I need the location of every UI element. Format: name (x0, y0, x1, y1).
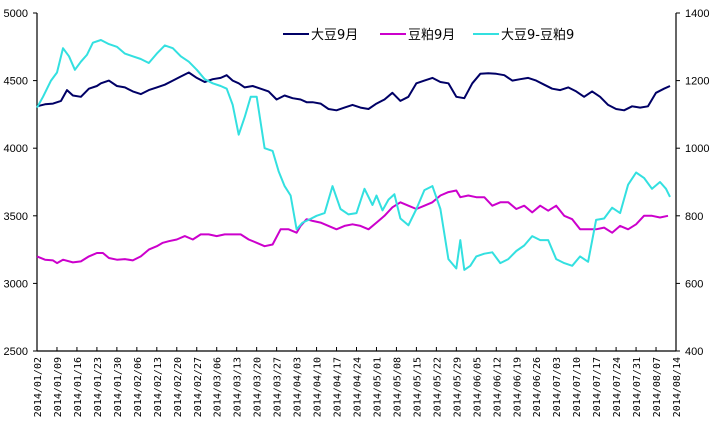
x-tick-label: 2014/06/12 (492, 357, 503, 417)
x-tick-label: 2014/07/31 (632, 357, 643, 417)
x-tick-label: 2014/01/30 (113, 357, 124, 417)
x-tick-label: 2014/04/03 (293, 357, 304, 417)
left-tick-label: 4500 (4, 76, 28, 88)
series-line-2 (36, 39, 671, 271)
left-tick-label: 5000 (4, 8, 28, 20)
right-tick-label: 400 (685, 346, 703, 358)
x-tick-label: 2014/06/19 (512, 357, 523, 417)
x-tick-label: 2014/04/24 (353, 357, 364, 417)
x-tick-label: 2014/08/07 (652, 357, 663, 417)
x-tick-label: 2014/02/27 (193, 357, 204, 417)
x-tick-label: 2014/01/23 (93, 357, 104, 417)
series-lines (36, 39, 671, 271)
left-tick-label: 4000 (4, 143, 28, 155)
x-tick-label: 2014/03/20 (253, 357, 264, 417)
right-tick-label: 600 (685, 278, 703, 290)
x-tick-label: 2014/05/01 (372, 357, 383, 417)
legend-label: 大豆9月 (311, 28, 358, 43)
x-tick-label: 2014/02/20 (173, 357, 184, 417)
x-tick-label: 2014/01/16 (73, 357, 84, 417)
left-tick-label: 3500 (4, 211, 28, 223)
x-tick-label: 2014/06/05 (472, 357, 483, 417)
x-tick-label: 2014/07/24 (612, 357, 623, 417)
right-tick-label: 1400 (685, 8, 709, 20)
left-tick-label: 2500 (4, 346, 28, 358)
x-tick-label: 2014/01/02 (33, 357, 44, 417)
x-tick-label: 2014/02/13 (153, 357, 164, 417)
x-tick-label: 2014/02/06 (133, 357, 144, 417)
right-tick-label: 1000 (685, 143, 709, 155)
x-tick-label: 2014/07/03 (552, 357, 563, 417)
series-line-1 (36, 189, 669, 265)
x-tick-label: 2014/01/09 (53, 357, 64, 417)
x-tick-label: 2014/04/10 (313, 357, 324, 417)
left-tick-label: 3000 (4, 278, 28, 290)
x-tick-label: 2014/03/13 (233, 357, 244, 417)
x-tick-label: 2014/07/10 (572, 357, 583, 417)
right-tick-label: 1200 (685, 76, 709, 88)
x-tick-label: 2014/03/27 (273, 357, 284, 417)
x-tick-label: 2014/08/14 (672, 357, 683, 417)
x-tick-label: 2014/05/22 (432, 357, 443, 417)
x-tick-label: 2014/05/29 (452, 357, 463, 417)
right-tick-label: 800 (685, 211, 703, 223)
x-tick-label: 2014/05/15 (412, 357, 423, 417)
x-tick-label: 2014/03/06 (213, 357, 224, 417)
x-tick-label: 2014/04/17 (333, 357, 344, 417)
axes: 2500 3000 3500 4000 4500 5000 400 600 800 1000 120… (4, 8, 710, 417)
x-tick-label: 2014/07/17 (592, 357, 603, 417)
series-line-0 (36, 71, 671, 112)
x-tick-label: 2014/05/08 (392, 357, 403, 417)
legend-label: 大豆9-豆粕9 (501, 28, 574, 43)
legend: 大豆9月 豆粕9月 大豆9-豆粕9 (283, 28, 574, 43)
legend-label: 豆粕9月 (408, 28, 455, 43)
x-tick-label: 2014/06/26 (532, 357, 543, 417)
